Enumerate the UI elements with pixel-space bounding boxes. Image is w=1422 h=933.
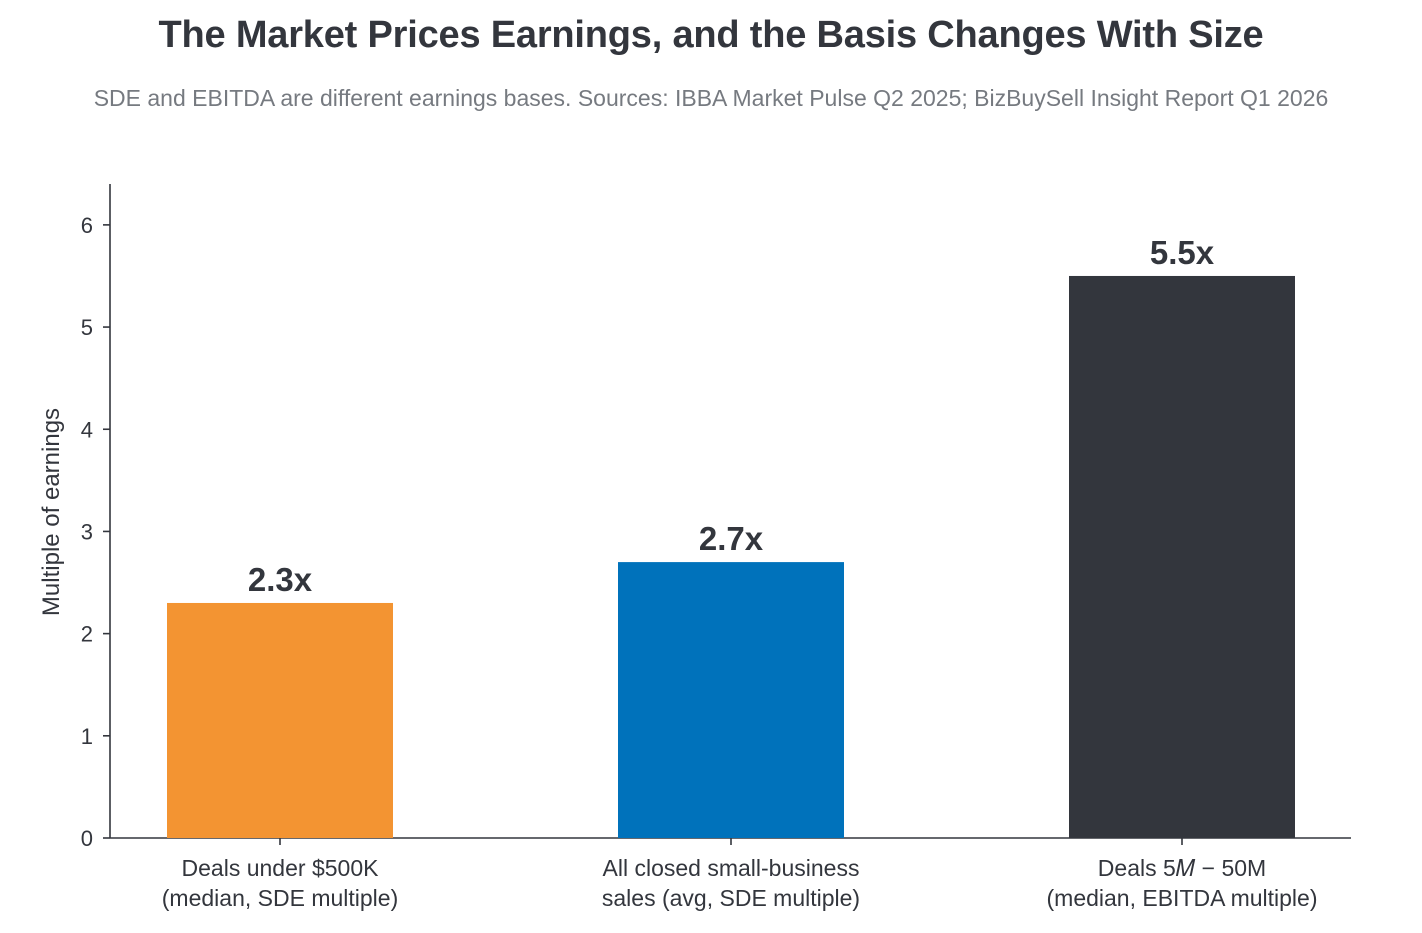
y-tick-label: 4 <box>81 417 93 442</box>
x-tick-label: (median, SDE multiple) <box>162 885 398 911</box>
y-tick-label: 1 <box>81 724 93 749</box>
y-axis-title: Multiple of earnings <box>38 408 65 616</box>
bar-1 <box>167 602 393 838</box>
y-tick-label: 2 <box>81 622 93 647</box>
y-tick-label: 3 <box>81 519 93 544</box>
plot-area: 0 1 2 3 4 5 6 2.3x Deals under $500K (median, SDE… <box>81 184 1351 911</box>
chart-subtitle: SDE and EBITDA are different earnings ba… <box>93 85 1329 111</box>
y-tick-label: 5 <box>81 315 93 340</box>
bar-value-label: 2.7x <box>699 520 764 557</box>
x-tick-label: Deals 5𝑀 − 50M <box>1098 855 1266 881</box>
bar-value-label: 5.5x <box>1150 234 1215 271</box>
chart-title: The Market Prices Earnings, and the Basi… <box>158 14 1264 56</box>
x-tick-label: All closed small-business <box>603 855 860 881</box>
bar-3 <box>1069 275 1295 838</box>
bar-2 <box>618 562 844 838</box>
x-tick-label: sales (avg, SDE multiple) <box>602 885 860 911</box>
y-tick-label: 6 <box>81 213 93 238</box>
x-tick-label: (median, EBITDA multiple) <box>1047 885 1318 911</box>
y-tick-label: 0 <box>81 826 93 851</box>
bar-value-label: 2.3x <box>248 561 313 598</box>
x-tick-label: Deals under $500K <box>182 855 380 881</box>
